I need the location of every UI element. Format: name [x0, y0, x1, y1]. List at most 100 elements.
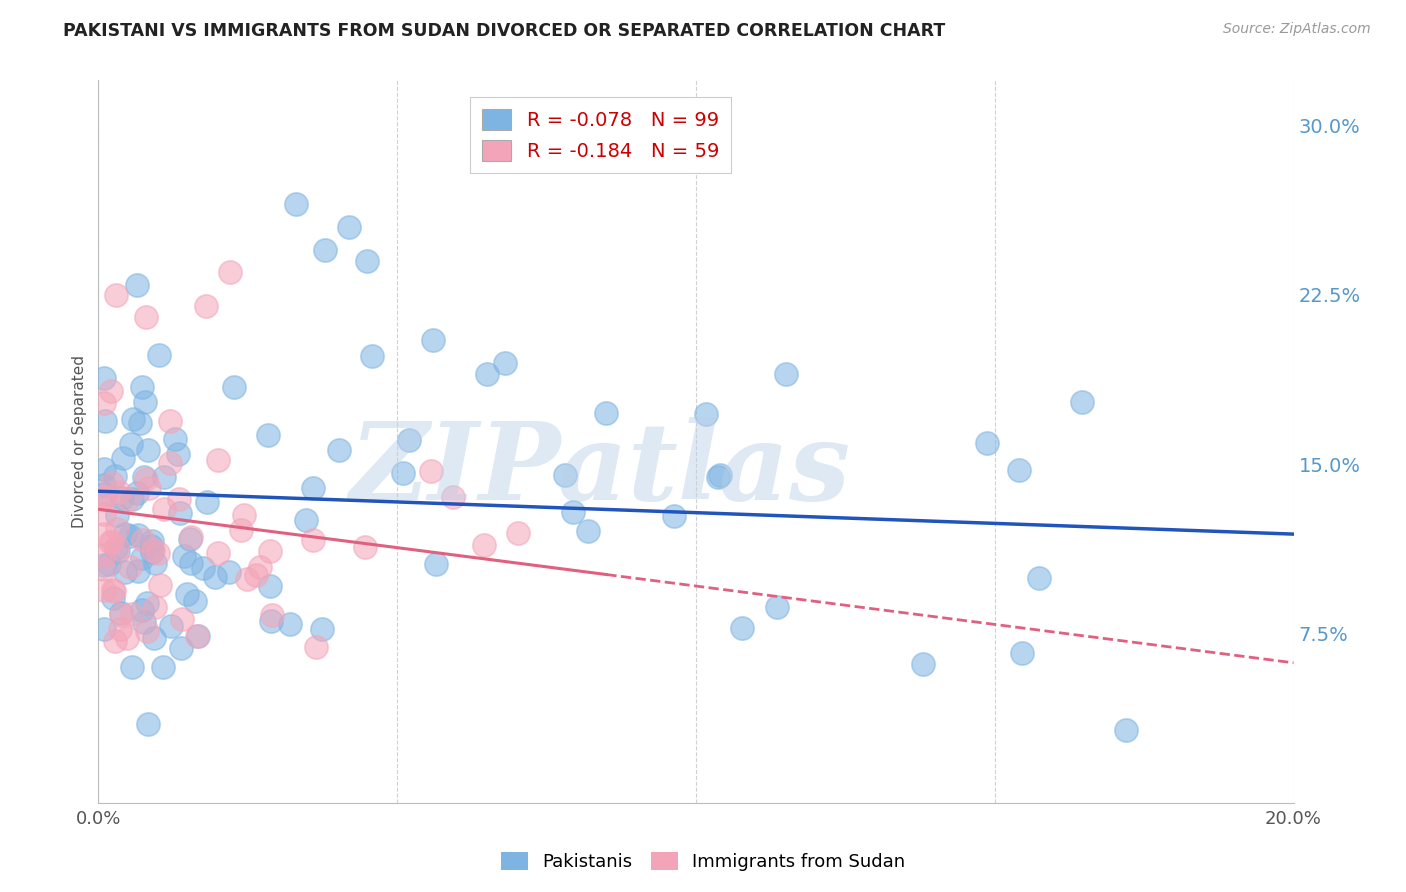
Point: [104, 541, 127, 555]
Point: [180, 556, 202, 570]
Point: [236, 572, 259, 586]
Point: [118, 560, 141, 574]
Point: [93, 491, 115, 505]
Point: [179, 532, 201, 546]
Point: [398, 433, 420, 447]
Point: [259, 580, 281, 594]
Point: [127, 564, 149, 578]
Text: Source: ZipAtlas.com: Source: ZipAtlas.com: [1223, 22, 1371, 37]
Point: [101, 535, 124, 549]
Point: [664, 508, 686, 523]
Point: [110, 608, 132, 623]
Point: [1007, 463, 1029, 477]
Point: [207, 453, 229, 467]
Point: [170, 641, 193, 656]
Point: [195, 299, 218, 313]
Point: [1028, 571, 1050, 585]
Point: [766, 599, 789, 614]
Point: [141, 534, 163, 549]
Point: [233, 508, 256, 522]
Y-axis label: Divorced or Separated: Divorced or Separated: [72, 355, 87, 528]
Point: [93, 622, 115, 636]
Point: [120, 437, 142, 451]
Point: [142, 542, 165, 557]
Point: [149, 578, 172, 592]
Point: [136, 624, 159, 638]
Point: [695, 407, 717, 421]
Point: [195, 494, 218, 508]
Point: [260, 614, 283, 628]
Point: [361, 350, 384, 364]
Point: [127, 528, 149, 542]
Point: [93, 487, 115, 501]
Point: [101, 582, 124, 597]
Point: [339, 220, 361, 235]
Point: [103, 583, 125, 598]
Point: [105, 287, 128, 301]
Point: [475, 153, 498, 167]
Point: [249, 560, 271, 574]
Point: [311, 622, 333, 636]
Point: [176, 587, 198, 601]
Point: [143, 599, 166, 614]
Point: [707, 470, 730, 484]
Point: [245, 568, 267, 582]
Point: [104, 469, 127, 483]
Point: [260, 608, 283, 623]
Point: [173, 549, 195, 564]
Point: [169, 507, 191, 521]
Point: [131, 551, 153, 566]
Point: [121, 607, 143, 622]
Point: [284, 197, 307, 211]
Point: [128, 416, 150, 430]
Point: [425, 557, 447, 571]
Point: [731, 621, 754, 635]
Point: [259, 543, 281, 558]
Point: [135, 310, 157, 325]
Point: [131, 380, 153, 394]
Point: [93, 507, 115, 521]
Legend: Pakistanis, Immigrants from Sudan: Pakistanis, Immigrants from Sudan: [494, 845, 912, 879]
Text: ZIPatlas: ZIPatlas: [350, 417, 851, 524]
Point: [257, 427, 280, 442]
Point: [125, 278, 148, 293]
Point: [105, 508, 128, 522]
Point: [392, 467, 415, 481]
Point: [709, 468, 731, 483]
Point: [132, 470, 155, 484]
Point: [218, 565, 240, 579]
Point: [148, 348, 170, 362]
Point: [302, 481, 325, 495]
Point: [302, 533, 325, 548]
Legend: R = -0.078   N = 99, R = -0.184   N = 59: R = -0.078 N = 99, R = -0.184 N = 59: [470, 97, 731, 173]
Point: [93, 371, 115, 385]
Point: [356, 253, 378, 268]
Point: [280, 617, 302, 632]
Point: [595, 406, 617, 420]
Point: [354, 541, 377, 555]
Point: [152, 659, 174, 673]
Point: [170, 612, 193, 626]
Point: [305, 640, 328, 655]
Point: [295, 513, 318, 527]
Point: [422, 333, 444, 347]
Point: [93, 582, 115, 597]
Point: [131, 602, 153, 616]
Point: [229, 524, 252, 538]
Point: [105, 522, 128, 536]
Point: [159, 414, 181, 428]
Point: [107, 543, 129, 558]
Point: [93, 548, 115, 562]
Point: [554, 468, 576, 483]
Point: [561, 504, 583, 518]
Point: [1071, 395, 1094, 409]
Point: [132, 533, 155, 547]
Point: [419, 464, 441, 478]
Point: [186, 629, 208, 643]
Point: [159, 619, 181, 633]
Point: [93, 562, 115, 576]
Point: [166, 447, 188, 461]
Point: [911, 657, 934, 672]
Point: [93, 558, 115, 572]
Point: [219, 265, 242, 279]
